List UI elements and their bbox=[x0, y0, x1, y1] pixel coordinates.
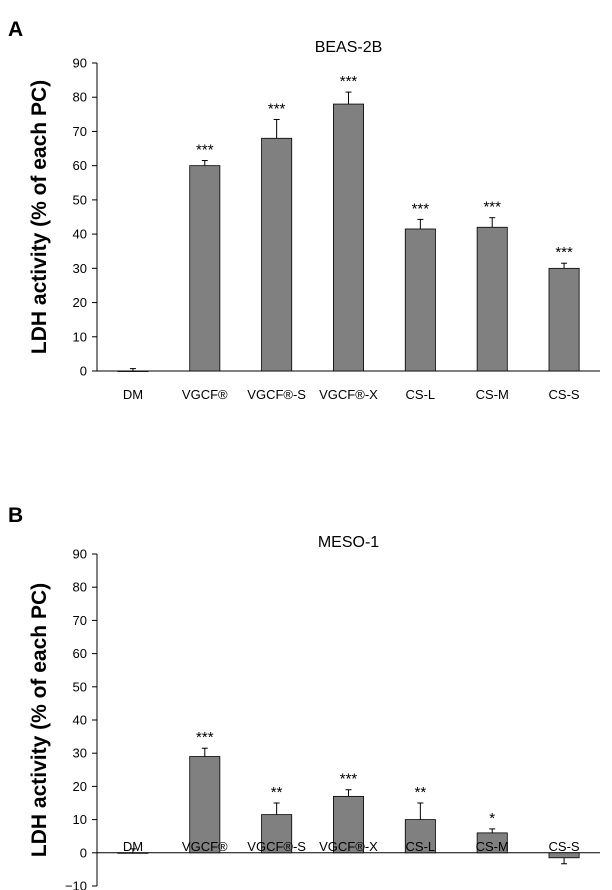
significance-marker: *** bbox=[268, 100, 286, 117]
significance-marker: *** bbox=[196, 729, 214, 746]
bar bbox=[548, 267, 580, 372]
panel-label: A bbox=[8, 18, 23, 41]
significance-marker: *** bbox=[555, 244, 573, 261]
category-label: DM bbox=[123, 387, 143, 402]
panel-a-chart: A BEAS-2B LDH activity (% of each PC) 0 10 20… bbox=[8, 18, 600, 402]
category-label: DM bbox=[123, 839, 143, 854]
bar bbox=[548, 852, 580, 859]
category-label: CS-M bbox=[476, 387, 509, 402]
y-tick-label: 0 bbox=[80, 845, 87, 860]
y-tick-label: 10 bbox=[73, 812, 87, 827]
category-label: VGCF® bbox=[182, 839, 228, 854]
significance-marker: ** bbox=[271, 784, 283, 801]
y-tick-label: 90 bbox=[73, 56, 87, 71]
y-tick-label: 70 bbox=[73, 124, 87, 139]
y-tick-label: 80 bbox=[73, 90, 87, 105]
category-label: CS-S bbox=[549, 387, 580, 402]
bar bbox=[333, 795, 364, 854]
bar bbox=[261, 814, 293, 854]
significance-marker: *** bbox=[196, 142, 214, 159]
panel-label: B bbox=[8, 504, 23, 527]
category-label: VGCF® bbox=[182, 387, 228, 402]
significance-marker: *** bbox=[412, 200, 430, 217]
y-tick-label: 30 bbox=[73, 746, 87, 761]
y-tick-label: 40 bbox=[73, 713, 87, 728]
bar bbox=[476, 226, 508, 372]
bar bbox=[404, 819, 436, 854]
chart-title: BEAS-2B bbox=[315, 39, 383, 56]
y-tick-label: 90 bbox=[73, 547, 87, 562]
bar bbox=[333, 103, 364, 372]
category-label: CS-M bbox=[476, 839, 509, 854]
category-label: VGCF®-X bbox=[319, 839, 378, 854]
category-label: CS-S bbox=[549, 839, 580, 854]
significance-marker: ** bbox=[415, 784, 427, 801]
y-tick-label: −10 bbox=[65, 879, 87, 890]
y-tick-label: 80 bbox=[73, 580, 87, 595]
significance-marker: *** bbox=[340, 73, 358, 90]
y-tick-label: 60 bbox=[73, 646, 87, 661]
chart-title: MESO-1 bbox=[318, 534, 379, 551]
category-label: CS-L bbox=[406, 839, 436, 854]
y-tick-label: 60 bbox=[73, 158, 87, 173]
y-axis-label: LDH activity (% of each PC) bbox=[28, 80, 51, 354]
y-tick-label: 50 bbox=[73, 192, 87, 207]
y-tick-label: 0 bbox=[80, 364, 87, 379]
category-label: VGCF®-X bbox=[319, 387, 378, 402]
significance-marker: * bbox=[489, 810, 495, 827]
bar bbox=[117, 370, 149, 372]
panel-b-chart: B MESO-1 LDH activity (% of each PC) −10 0 10… bbox=[8, 504, 600, 890]
category-label: VGCF®-S bbox=[247, 387, 306, 402]
y-tick-label: 20 bbox=[73, 779, 87, 794]
bar bbox=[404, 228, 436, 372]
y-tick-label: 20 bbox=[73, 295, 87, 310]
significance-marker: *** bbox=[483, 199, 501, 216]
y-tick-label: 10 bbox=[73, 329, 87, 344]
category-label: VGCF®-S bbox=[247, 839, 306, 854]
y-tick-label: 70 bbox=[73, 613, 87, 628]
category-label: CS-L bbox=[406, 387, 436, 402]
y-tick-label: 30 bbox=[73, 261, 87, 276]
y-tick-label: 40 bbox=[73, 227, 87, 242]
bar bbox=[261, 137, 293, 372]
y-tick-label: 50 bbox=[73, 679, 87, 694]
bar bbox=[189, 756, 221, 854]
significance-marker: *** bbox=[340, 771, 358, 788]
bar bbox=[189, 165, 221, 372]
y-axis-label: LDH activity (% of each PC) bbox=[28, 583, 51, 857]
